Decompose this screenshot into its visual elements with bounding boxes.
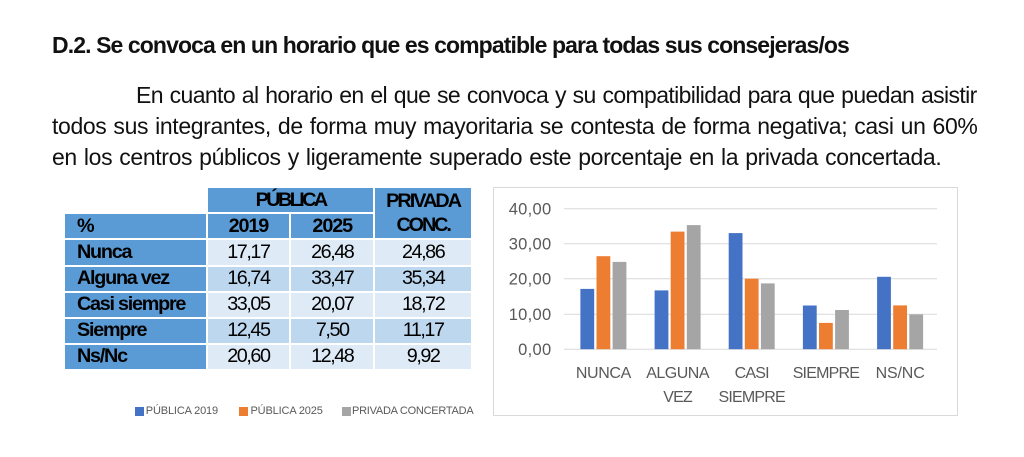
svg-text:40,00: 40,00: [509, 201, 552, 219]
svg-text:NUNCA: NUNCA: [576, 365, 632, 382]
svg-text:10,00: 10,00: [509, 306, 552, 324]
svg-text:VEZ: VEZ: [663, 389, 693, 406]
svg-text:SIEMPRE: SIEMPRE: [793, 365, 860, 382]
svg-text:SIEMPRE: SIEMPRE: [718, 389, 785, 406]
svg-text:NS/NC: NS/NC: [876, 365, 925, 382]
svg-text:20,00: 20,00: [509, 271, 552, 289]
svg-text:30,00: 30,00: [509, 236, 552, 254]
svg-text:0,00: 0,00: [518, 341, 551, 359]
svg-text:CASI: CASI: [735, 365, 769, 382]
svg-text:ALGUNA: ALGUNA: [646, 365, 710, 382]
